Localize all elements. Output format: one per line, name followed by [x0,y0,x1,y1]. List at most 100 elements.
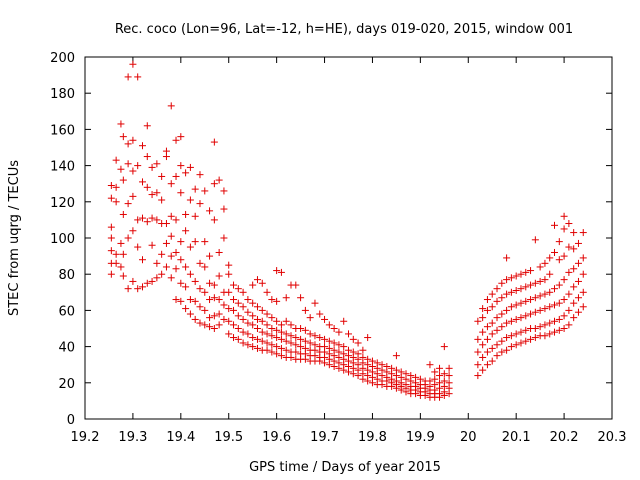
data-point [479,314,487,322]
y-axis-label: STEC from uqrg / TECUs [7,160,22,316]
data-point [191,185,199,193]
data-point [201,187,209,195]
data-point [263,321,271,329]
data-point [426,361,434,369]
data-point [263,339,271,347]
data-point [210,216,218,224]
data-point [287,339,295,347]
data-point [546,288,554,296]
data-point [186,243,194,251]
data-point [138,283,146,291]
data-point [503,306,511,314]
data-point [273,343,281,351]
data-point [364,355,372,363]
data-point [112,259,120,267]
data-point [107,247,115,255]
data-point [119,133,127,141]
data-point [297,343,305,351]
data-point [201,288,209,296]
data-point [225,261,233,269]
data-point [177,238,185,246]
data-point [560,276,568,284]
data-point [517,270,525,278]
data-point [474,317,482,325]
x-tick-label: 20 [460,430,477,445]
data-point [431,368,439,376]
data-point [555,281,563,289]
data-point [479,328,487,336]
data-point [373,359,381,367]
data-point [503,290,511,298]
data-point [117,165,125,173]
data-point [158,250,166,258]
data-point [153,274,161,282]
data-point [541,332,549,340]
data-point [134,285,142,293]
data-point [321,343,329,351]
data-point [177,297,185,305]
data-point [206,252,214,260]
data-point [172,248,180,256]
data-point [124,200,132,208]
data-point [268,348,276,356]
data-point [325,337,333,345]
data-point [579,270,587,278]
data-point [239,328,247,336]
data-point [167,274,175,282]
data-point [445,379,453,387]
data-point [107,270,115,278]
data-point [124,73,132,81]
x-tick-label: 19.5 [214,430,243,445]
data-point [186,296,194,304]
data-point [191,297,199,305]
data-point [301,326,309,334]
data-point [503,254,511,262]
data-point [340,343,348,351]
data-point [292,334,300,342]
data-point [249,299,257,307]
data-point [191,212,199,220]
data-point [536,292,544,300]
data-point [546,330,554,338]
y-axis: 0 20 40 60 80 100 120 140 160 180 200 [50,51,612,428]
data-point [397,368,405,376]
data-point [215,272,223,280]
data-point [107,234,115,242]
data-point [162,220,170,228]
data-point [292,348,300,356]
data-point [112,250,120,258]
y-tick-label: 120 [50,196,75,211]
y-tick-label: 140 [50,160,75,175]
data-point [129,192,137,200]
data-point [498,294,506,302]
data-point [282,337,290,345]
data-point [277,352,285,360]
data-point [249,334,257,342]
data-point [225,330,233,338]
data-point [249,343,257,351]
data-point [512,330,520,338]
data-point [153,160,161,168]
data-point [507,317,515,325]
data-point [536,323,544,331]
data-point [287,332,295,340]
data-point [536,263,544,271]
data-point [483,348,491,356]
data-point [340,350,348,358]
scatter-points [107,60,587,401]
data-point [253,335,261,343]
data-point [488,330,496,338]
data-point [555,238,563,246]
data-point [368,357,376,365]
data-point [388,364,396,372]
data-point [167,180,175,188]
data-point [143,218,151,226]
data-point [206,314,214,322]
data-point [354,350,362,358]
data-point [440,370,448,378]
data-point [522,297,530,305]
data-point [392,366,400,374]
data-point [182,283,190,291]
data-point [143,122,151,130]
data-point [488,344,496,352]
